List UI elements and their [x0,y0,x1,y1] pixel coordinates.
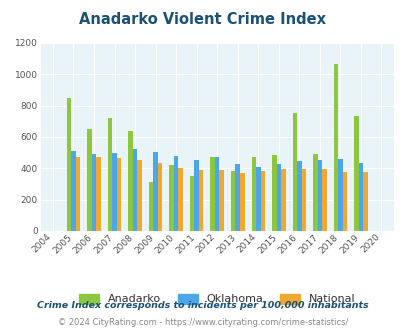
Bar [169,165,173,231]
Bar [239,173,244,231]
Bar [66,98,71,231]
Bar [312,154,317,231]
Bar [87,129,92,231]
Bar [158,163,162,231]
Text: Anadarko Violent Crime Index: Anadarko Violent Crime Index [79,12,326,26]
Bar [107,118,112,231]
Bar [260,172,264,231]
Bar [96,157,100,231]
Bar [117,158,121,231]
Bar [362,172,367,231]
Bar [333,64,337,231]
Bar [292,114,296,231]
Bar [198,170,203,231]
Bar [276,164,280,231]
Legend: Anadarko, Oklahoma, National: Anadarko, Oklahoma, National [74,289,359,309]
Bar [321,169,326,231]
Bar [92,154,96,231]
Bar [219,170,224,231]
Bar [358,163,362,231]
Bar [190,177,194,231]
Bar [301,169,305,231]
Bar [173,156,178,231]
Bar [75,157,80,231]
Bar [149,182,153,231]
Bar [353,116,358,231]
Bar [210,156,214,231]
Bar [235,164,239,231]
Bar [194,160,198,231]
Text: Crime Index corresponds to incidents per 100,000 inhabitants: Crime Index corresponds to incidents per… [37,301,368,310]
Bar [230,171,235,231]
Bar [317,160,321,231]
Bar [296,161,301,231]
Bar [256,167,260,231]
Bar [342,172,346,231]
Bar [137,160,141,231]
Bar [128,131,132,231]
Bar [337,159,342,231]
Bar [153,152,158,231]
Bar [71,151,75,231]
Bar [280,169,285,231]
Bar [251,157,256,231]
Bar [214,157,219,231]
Bar [112,152,117,231]
Bar [178,168,183,231]
Bar [271,155,276,231]
Text: © 2024 CityRating.com - https://www.cityrating.com/crime-statistics/: © 2024 CityRating.com - https://www.city… [58,318,347,327]
Bar [132,149,137,231]
